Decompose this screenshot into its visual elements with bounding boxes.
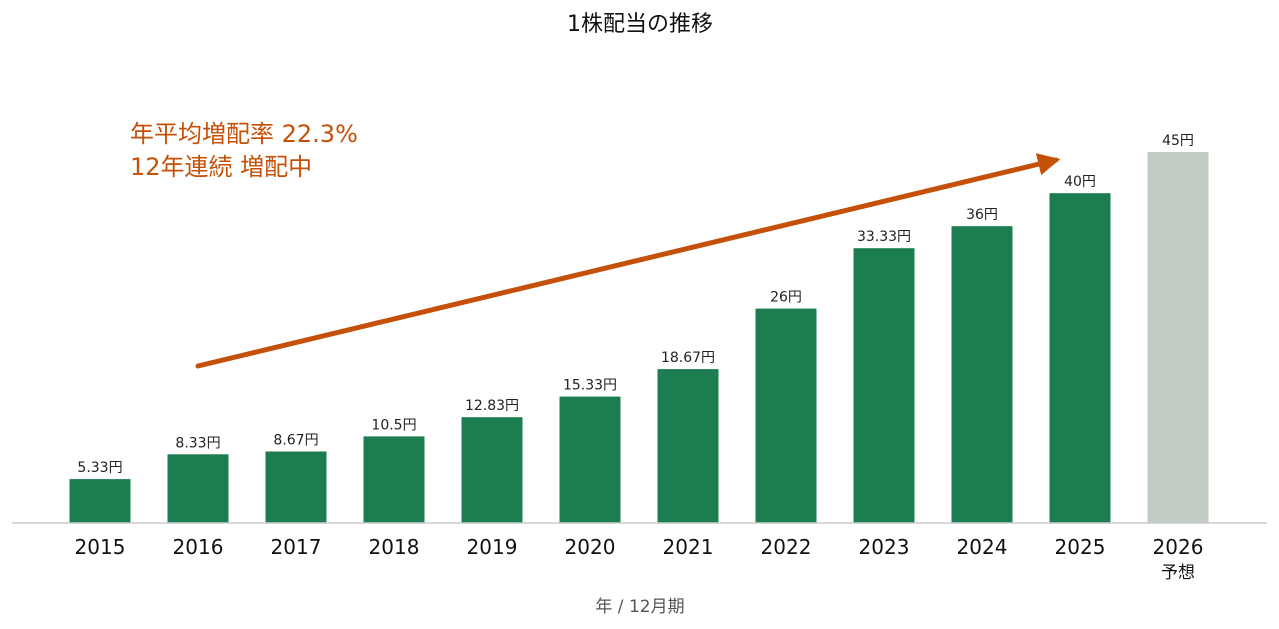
x-tick-2021: 2021	[663, 535, 714, 559]
value-label-2018: 10.5円	[371, 417, 416, 433]
bar-2020	[559, 396, 621, 523]
bar-2026	[1147, 152, 1209, 523]
x-axis-label: 年 / 12月期	[595, 597, 684, 617]
bar-2016	[167, 454, 229, 523]
value-label-2024: 36円	[966, 207, 998, 223]
x-tick-2019: 2019	[467, 535, 518, 559]
bar-2023	[853, 248, 915, 523]
value-label-2025: 40円	[1064, 174, 1096, 190]
x-tick-2017: 2017	[271, 535, 322, 559]
bar-2017	[265, 451, 327, 523]
bar-2025	[1049, 193, 1111, 523]
value-labels-group: 5.33円 8.33円 8.67円 10.5円 12.83円 15.33円 18.67円 26…	[77, 133, 1194, 476]
x-tick-2025: 2025	[1055, 535, 1106, 559]
x-tick-2018: 2018	[369, 535, 420, 559]
value-label-2016: 8.33円	[175, 435, 220, 451]
x-tick-2026: 2026	[1153, 535, 1204, 559]
annotation-consecutive-increase: 12年連続 増配中	[130, 153, 312, 181]
value-label-2023: 33.33円	[857, 229, 911, 245]
x-tick-2022: 2022	[761, 535, 812, 559]
annotation-growth-rate: 年平均増配率 22.3%	[130, 120, 358, 148]
value-label-2017: 8.67円	[273, 433, 318, 449]
bars-group	[69, 152, 1209, 523]
x-tick-labels-group: 2015 2016 2017 2018 2019 2020 2021 2022 2023 2024…	[75, 535, 1204, 583]
x-tick-2015: 2015	[75, 535, 126, 559]
x-tick-2024: 2024	[957, 535, 1008, 559]
bar-2024	[951, 226, 1013, 523]
x-tick-2023: 2023	[859, 535, 910, 559]
value-label-2026: 45円	[1162, 133, 1194, 149]
value-label-2022: 26円	[770, 290, 802, 306]
value-label-2020: 15.33円	[563, 378, 617, 394]
x-tick-2020: 2020	[565, 535, 616, 559]
bar-2022	[755, 308, 817, 523]
bar-2021	[657, 369, 719, 523]
x-tick-2016: 2016	[173, 535, 224, 559]
chart-title: 1株配当の推移	[567, 12, 713, 37]
trend-arrow	[195, 153, 1061, 369]
value-label-2015: 5.33円	[77, 460, 122, 476]
x-tick-sublabel-2026: 予想	[1161, 563, 1195, 583]
bar-2019	[461, 417, 523, 523]
value-label-2019: 12.83円	[465, 398, 519, 414]
bar-2018	[363, 436, 425, 523]
value-label-2021: 18.67円	[661, 350, 715, 366]
bar-2015	[69, 479, 131, 523]
